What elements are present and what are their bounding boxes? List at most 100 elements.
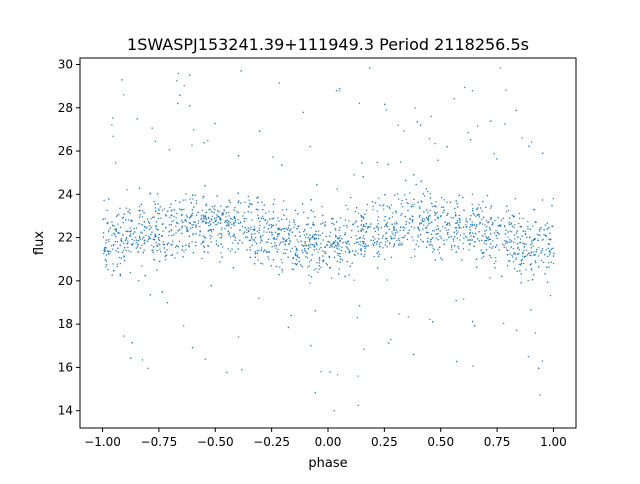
data-point [330, 243, 332, 245]
data-point [104, 249, 106, 251]
data-point [540, 227, 542, 229]
data-point [539, 394, 541, 396]
data-point [181, 227, 183, 229]
data-point [195, 241, 197, 243]
data-point [106, 260, 108, 262]
data-point [110, 251, 112, 253]
data-point [233, 235, 235, 237]
data-point [330, 244, 332, 247]
data-point [420, 222, 423, 224]
data-point [141, 238, 144, 240]
data-point [393, 229, 395, 231]
data-point [484, 233, 486, 235]
data-point [200, 218, 202, 220]
data-point [294, 224, 296, 226]
data-point [339, 87, 341, 90]
data-point [523, 243, 525, 245]
data-point [509, 217, 511, 219]
data-point [305, 236, 307, 238]
data-point [435, 201, 437, 203]
data-point [305, 251, 307, 253]
data-point [354, 254, 356, 256]
data-point [386, 205, 389, 207]
data-point [252, 239, 254, 241]
data-point [216, 214, 218, 216]
data-point [325, 262, 327, 264]
data-point [376, 161, 378, 164]
data-point [203, 216, 205, 218]
data-point [237, 219, 239, 221]
data-point [272, 259, 274, 261]
data-point [543, 261, 545, 263]
data-point [311, 244, 313, 246]
data-point [446, 214, 448, 216]
data-point [203, 245, 205, 247]
data-point [143, 221, 145, 223]
data-point [411, 204, 413, 206]
data-point [195, 233, 197, 235]
data-point [476, 214, 479, 216]
data-point [112, 270, 115, 272]
data-point [302, 111, 304, 113]
data-point [384, 216, 386, 218]
data-point [365, 245, 367, 247]
data-point [342, 242, 344, 244]
data-point [413, 174, 415, 176]
data-point [526, 249, 528, 251]
data-point [126, 230, 128, 233]
data-point [164, 251, 166, 253]
data-point [531, 269, 533, 271]
data-point [190, 216, 192, 218]
data-point [350, 236, 352, 238]
data-point [154, 259, 156, 261]
data-point [523, 249, 525, 251]
data-point [533, 239, 535, 241]
data-point [205, 204, 207, 206]
data-point [377, 229, 379, 231]
data-point [383, 208, 385, 210]
data-point [177, 246, 179, 248]
data-point [341, 249, 343, 252]
data-point [233, 233, 235, 235]
data-point [335, 90, 337, 92]
data-point [204, 358, 206, 360]
data-point [455, 230, 458, 232]
data-point [226, 221, 228, 223]
data-point [234, 236, 236, 239]
data-point [148, 222, 151, 224]
data-point [126, 189, 128, 191]
data-point [269, 231, 271, 233]
data-point [427, 191, 429, 193]
data-point [105, 254, 108, 256]
data-point [379, 204, 381, 206]
data-point [242, 215, 244, 217]
data-point [144, 239, 146, 242]
data-point [433, 249, 435, 251]
data-point [304, 249, 306, 251]
data-point [220, 243, 222, 245]
data-point [265, 223, 268, 225]
data-point [289, 230, 291, 232]
data-point [318, 262, 320, 264]
data-point [319, 259, 321, 261]
data-point [171, 234, 173, 237]
data-point [414, 248, 416, 250]
data-point [422, 218, 424, 220]
data-point [493, 232, 496, 234]
data-point [402, 243, 404, 245]
data-point [260, 217, 262, 219]
data-point [239, 221, 241, 223]
data-point [204, 185, 206, 187]
data-point [137, 243, 139, 245]
data-point [449, 224, 451, 226]
data-point [387, 222, 389, 224]
data-point [373, 227, 375, 230]
data-point [393, 244, 395, 246]
data-point [292, 268, 294, 270]
data-point [320, 223, 322, 225]
data-point [195, 225, 198, 227]
data-point [437, 228, 439, 230]
data-point [131, 342, 133, 344]
data-point [440, 215, 442, 217]
